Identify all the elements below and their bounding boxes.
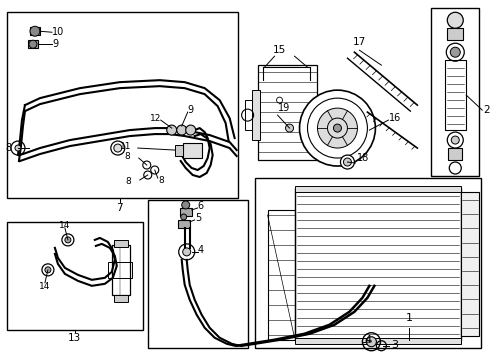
Bar <box>461 192 479 336</box>
Text: 9: 9 <box>188 105 194 115</box>
Bar <box>112 245 130 295</box>
Circle shape <box>182 201 190 209</box>
Circle shape <box>451 136 459 144</box>
Circle shape <box>114 144 122 152</box>
Circle shape <box>111 141 125 155</box>
Bar <box>28 40 38 48</box>
Bar <box>114 240 128 247</box>
Text: 8: 8 <box>124 152 130 161</box>
Text: 16: 16 <box>390 113 402 123</box>
Bar <box>255 178 481 348</box>
Bar <box>183 143 202 158</box>
Text: 11: 11 <box>120 141 131 150</box>
Bar <box>108 262 132 278</box>
Circle shape <box>167 125 177 135</box>
Circle shape <box>343 158 351 166</box>
Text: 8: 8 <box>5 143 11 153</box>
Text: 14: 14 <box>59 221 71 230</box>
Bar <box>245 100 251 130</box>
Text: 15: 15 <box>273 45 286 55</box>
Text: 4: 4 <box>197 245 204 255</box>
Text: 8: 8 <box>159 176 165 185</box>
Text: 9: 9 <box>52 39 58 49</box>
Circle shape <box>181 214 187 220</box>
Text: 18: 18 <box>357 153 369 163</box>
Circle shape <box>30 26 40 36</box>
Circle shape <box>341 155 354 169</box>
Text: 5: 5 <box>195 213 201 223</box>
Bar <box>447 28 463 40</box>
Bar <box>175 145 183 156</box>
Text: 13: 13 <box>68 333 81 343</box>
Bar <box>180 208 192 216</box>
Text: 1: 1 <box>406 313 413 323</box>
Bar <box>294 186 461 192</box>
Circle shape <box>186 125 196 135</box>
Bar <box>294 188 461 340</box>
Text: 7: 7 <box>117 203 123 213</box>
Circle shape <box>15 145 21 151</box>
Bar <box>431 8 479 176</box>
Circle shape <box>29 40 37 48</box>
Bar <box>258 65 318 160</box>
Text: 12: 12 <box>150 114 161 123</box>
Text: 3: 3 <box>392 340 398 350</box>
Bar <box>448 148 462 160</box>
Text: 8: 8 <box>125 177 131 186</box>
Bar <box>445 60 466 130</box>
Circle shape <box>367 337 376 347</box>
Text: 10: 10 <box>52 27 64 37</box>
Text: 4: 4 <box>365 335 371 345</box>
Circle shape <box>450 47 460 57</box>
Circle shape <box>177 125 187 135</box>
Circle shape <box>299 90 375 166</box>
Bar <box>7 12 238 198</box>
Text: 2: 2 <box>483 105 490 115</box>
Circle shape <box>318 108 357 148</box>
Bar <box>114 295 128 302</box>
Bar <box>251 90 260 140</box>
Bar <box>148 200 247 348</box>
Bar <box>30 27 40 35</box>
Text: 17: 17 <box>353 37 366 47</box>
Circle shape <box>447 12 463 28</box>
Bar <box>178 220 190 228</box>
Bar <box>268 210 294 340</box>
Bar <box>294 338 461 344</box>
Text: 19: 19 <box>277 103 290 113</box>
Circle shape <box>45 267 51 273</box>
Text: 14: 14 <box>39 282 50 291</box>
Circle shape <box>334 124 342 132</box>
Bar <box>7 222 143 330</box>
Circle shape <box>183 248 191 256</box>
Circle shape <box>286 124 294 132</box>
Circle shape <box>65 237 71 243</box>
Text: 6: 6 <box>197 201 204 211</box>
